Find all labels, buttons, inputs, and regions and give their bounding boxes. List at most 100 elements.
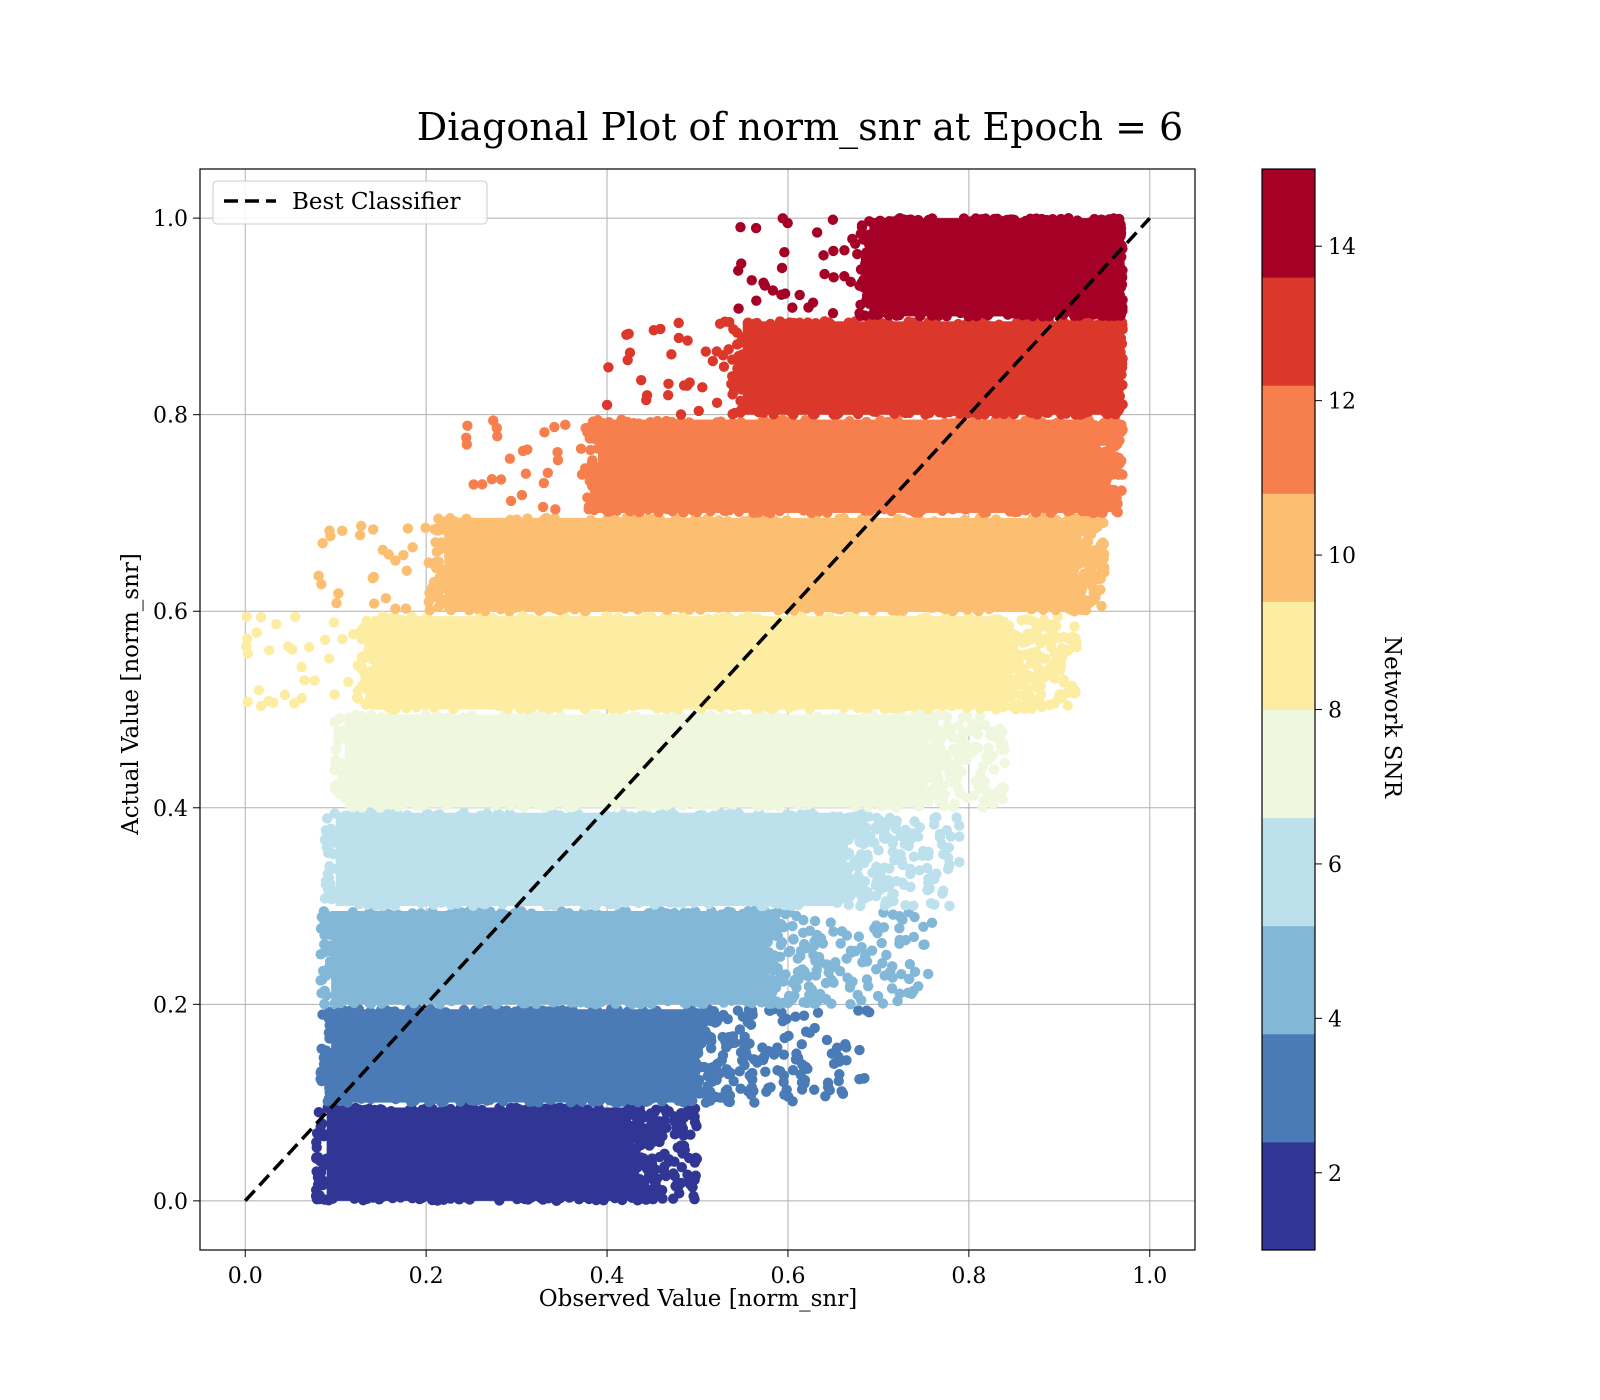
scatter-point bbox=[1069, 621, 1080, 632]
scatter-point bbox=[1073, 408, 1085, 420]
scatter-point bbox=[1049, 658, 1061, 669]
scatter-point bbox=[780, 908, 791, 920]
scatter-point bbox=[863, 801, 874, 813]
scatter-point bbox=[673, 317, 684, 329]
scatter-point bbox=[709, 800, 721, 812]
scatter-point bbox=[984, 603, 995, 615]
scatter-point bbox=[697, 382, 708, 393]
scatter-point bbox=[840, 1039, 851, 1050]
scatter-point bbox=[669, 1129, 681, 1140]
scatter-points bbox=[240, 212, 1128, 1207]
scatter-point bbox=[626, 1095, 637, 1106]
scatter-point bbox=[702, 1070, 713, 1082]
scatter-point bbox=[849, 801, 861, 812]
scatter-point bbox=[406, 1192, 418, 1203]
scatter-point bbox=[436, 596, 447, 607]
scatter-point bbox=[758, 956, 769, 968]
scatter-point bbox=[329, 716, 341, 728]
scatter-point bbox=[1045, 215, 1056, 226]
scatter-point bbox=[789, 990, 800, 1001]
scatter-point bbox=[340, 810, 351, 821]
scatter-point bbox=[526, 908, 537, 919]
scatter-point bbox=[642, 614, 653, 626]
scatter-point bbox=[1043, 669, 1055, 680]
scatter-point bbox=[351, 692, 363, 703]
scatter-point bbox=[610, 1097, 621, 1108]
scatter-point bbox=[1017, 637, 1028, 648]
scatter-point bbox=[492, 430, 503, 442]
scatter-point bbox=[725, 808, 736, 819]
scatter-point bbox=[890, 851, 901, 863]
scatter-point bbox=[748, 507, 759, 519]
scatter-point bbox=[1105, 418, 1117, 429]
colorbar-segment bbox=[1262, 1141, 1315, 1251]
colorbar-tick-label: 8 bbox=[1328, 699, 1342, 724]
scatter-point bbox=[733, 506, 745, 517]
scatter-point bbox=[362, 623, 374, 634]
scatter-point bbox=[894, 934, 905, 946]
scatter-point bbox=[758, 1051, 770, 1063]
scatter-point bbox=[914, 821, 925, 833]
scatter-point bbox=[938, 849, 949, 860]
scatter-point bbox=[1078, 307, 1090, 319]
scatter-point bbox=[894, 988, 905, 999]
scatter-point bbox=[861, 416, 872, 428]
scatter-point bbox=[987, 798, 999, 810]
scatter-point bbox=[1020, 215, 1031, 227]
scatter-point bbox=[735, 811, 747, 822]
scatter-point bbox=[421, 808, 433, 820]
scatter-point bbox=[810, 515, 822, 526]
scatter-point bbox=[1077, 523, 1089, 535]
scatter-point bbox=[561, 800, 573, 811]
colorbar-ticks: 2 4 6 8 10 12 14 bbox=[1315, 235, 1356, 1187]
scatter-point bbox=[1049, 647, 1060, 659]
scatter-point bbox=[978, 795, 990, 807]
scatter-point bbox=[929, 813, 940, 824]
scatter-point bbox=[952, 747, 964, 758]
scatter-point bbox=[787, 1064, 799, 1076]
colorbar bbox=[1261, 168, 1316, 1251]
scatter-point bbox=[841, 930, 853, 941]
scatter-point bbox=[657, 1130, 668, 1142]
scatter-point bbox=[914, 310, 926, 322]
scatter-point bbox=[423, 557, 434, 568]
scatter-point bbox=[929, 516, 940, 527]
scatter-point bbox=[774, 504, 786, 515]
scatter-point bbox=[624, 505, 636, 517]
scatter-point bbox=[1101, 448, 1112, 460]
scatter-point bbox=[924, 883, 935, 894]
scatter-point bbox=[903, 840, 914, 852]
scatter-point bbox=[330, 744, 342, 755]
scatter-point bbox=[525, 613, 537, 625]
scatter-point bbox=[636, 1175, 647, 1187]
scatter-point bbox=[582, 427, 593, 438]
scatter-point bbox=[736, 258, 747, 269]
scatter-point bbox=[1081, 598, 1093, 610]
scatter-point bbox=[390, 603, 401, 614]
scatter-point bbox=[1076, 550, 1088, 562]
scatter-point bbox=[309, 675, 320, 686]
scatter-point bbox=[522, 703, 533, 715]
scatter-point bbox=[579, 703, 591, 715]
scatter-point bbox=[756, 968, 767, 979]
scatter-point bbox=[486, 474, 498, 485]
scatter-point bbox=[903, 504, 914, 515]
scatter-point bbox=[603, 811, 614, 822]
scatter-point bbox=[798, 914, 809, 926]
scatter-point bbox=[436, 524, 448, 535]
scatter-point bbox=[467, 900, 479, 912]
scatter-point bbox=[387, 1192, 398, 1204]
scatter-point bbox=[324, 878, 336, 889]
scatter-point bbox=[534, 710, 546, 722]
scatter-point bbox=[552, 995, 563, 1006]
scatter-point bbox=[713, 515, 725, 526]
scatter-point bbox=[899, 614, 910, 625]
scatter-point bbox=[505, 800, 516, 811]
scatter-point bbox=[1116, 419, 1127, 431]
scatter-point bbox=[903, 316, 914, 328]
scatter-point bbox=[271, 618, 282, 630]
scatter-point bbox=[520, 997, 531, 1009]
scatter-point bbox=[863, 239, 875, 250]
scatter-point bbox=[518, 802, 529, 813]
y-tick-label: 0.0 bbox=[153, 1190, 188, 1215]
